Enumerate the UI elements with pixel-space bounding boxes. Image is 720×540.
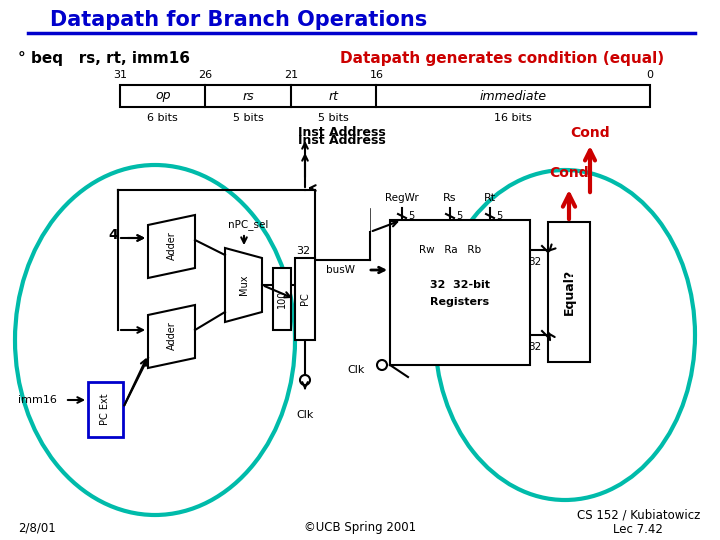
- Bar: [548, 222, 590, 362]
- Text: 32  32-bit: 32 32-bit: [430, 280, 490, 290]
- Text: Rs: Rs: [444, 193, 456, 203]
- Text: ° beq   rs, rt, imm16: ° beq rs, rt, imm16: [18, 51, 190, 65]
- Text: Clk: Clk: [348, 365, 365, 375]
- Text: busB: busB: [565, 330, 591, 340]
- Polygon shape: [225, 248, 262, 322]
- Text: immediate: immediate: [480, 90, 546, 103]
- Text: 21: 21: [284, 70, 298, 80]
- Text: Datapath generates condition (equal): Datapath generates condition (equal): [340, 51, 664, 65]
- Text: nPC_sel: nPC_sel: [228, 220, 268, 231]
- Text: 5 bits: 5 bits: [318, 113, 349, 123]
- Text: imm16: imm16: [18, 395, 57, 405]
- Text: 5: 5: [456, 211, 462, 221]
- Text: Mux: Mux: [239, 275, 249, 295]
- Text: 16 bits: 16 bits: [495, 113, 532, 123]
- Text: op: op: [155, 90, 171, 103]
- Text: Registers: Registers: [431, 297, 490, 307]
- Text: Inst Address: Inst Address: [298, 126, 386, 139]
- Text: Inst Address: Inst Address: [298, 133, 386, 146]
- Bar: [120, 85, 650, 107]
- Text: CS 152 / Kubiatowicz
Lec 7.42: CS 152 / Kubiatowicz Lec 7.42: [577, 508, 700, 536]
- Text: 31: 31: [113, 70, 127, 80]
- Text: 26: 26: [199, 70, 212, 80]
- Text: busW: busW: [326, 265, 355, 275]
- Text: Rt: Rt: [484, 193, 496, 203]
- Text: PC Ext: PC Ext: [100, 393, 110, 425]
- Bar: [273, 268, 291, 330]
- Polygon shape: [148, 305, 195, 368]
- Text: rt: rt: [329, 90, 338, 103]
- Text: 5 bits: 5 bits: [233, 113, 264, 123]
- Text: Rw   Ra   Rb: Rw Ra Rb: [419, 245, 481, 255]
- Text: Equal?: Equal?: [562, 269, 575, 315]
- Text: rs: rs: [243, 90, 254, 103]
- Text: PC: PC: [300, 293, 310, 306]
- Text: 5: 5: [496, 211, 503, 221]
- Text: Clk: Clk: [297, 410, 314, 420]
- Text: 32: 32: [528, 342, 541, 352]
- Text: RegWr: RegWr: [385, 193, 419, 203]
- Text: 0: 0: [647, 70, 654, 80]
- Text: 32: 32: [528, 257, 541, 267]
- Text: Cond: Cond: [549, 166, 589, 180]
- Text: Datapath for Branch Operations: Datapath for Branch Operations: [50, 10, 427, 30]
- Bar: [390, 220, 530, 365]
- Text: 2/8/01: 2/8/01: [18, 522, 55, 535]
- Bar: [295, 258, 315, 340]
- Bar: [88, 382, 123, 437]
- Text: 4: 4: [108, 228, 118, 242]
- Text: busA: busA: [565, 245, 591, 255]
- Text: 16: 16: [369, 70, 384, 80]
- Polygon shape: [148, 215, 195, 278]
- Text: ©UCB Spring 2001: ©UCB Spring 2001: [304, 522, 416, 535]
- Text: Adder: Adder: [167, 232, 177, 260]
- Text: 5: 5: [408, 211, 414, 221]
- Text: Cond: Cond: [570, 126, 610, 140]
- Text: 6 bits: 6 bits: [148, 113, 178, 123]
- Text: 100: 100: [277, 290, 287, 308]
- Text: Adder: Adder: [167, 322, 177, 350]
- Text: 32: 32: [296, 246, 310, 256]
